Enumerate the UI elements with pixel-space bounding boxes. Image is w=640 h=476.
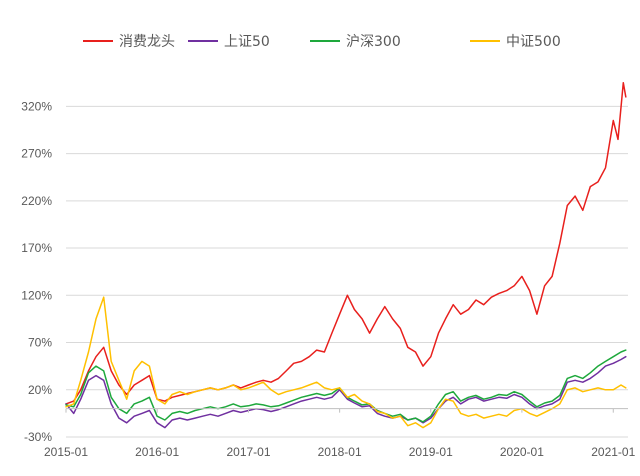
legend-label-3: 中证500 <box>506 34 561 50</box>
y-tick-label: 70% <box>28 336 52 350</box>
x-axis: 2015-01 2016-01 2017-01 2018-01 2019-01 2020-… <box>44 408 636 459</box>
y-tick-label: -30% <box>24 430 52 444</box>
series-line-1 <box>65 355 627 429</box>
y-tick-label: 270% <box>21 147 52 161</box>
series-line-0 <box>65 81 627 405</box>
legend-label-0: 消费龙头 <box>119 34 175 50</box>
chart-legend: 消费龙头 上证50 沪深300 中证500 <box>83 34 561 50</box>
series-line-3 <box>65 296 627 429</box>
y-tick-label: 20% <box>28 383 52 397</box>
legend-label-2: 沪深300 <box>346 34 401 50</box>
x-tick-label: 2016-01 <box>135 445 179 459</box>
legend-label-1: 上证50 <box>224 34 270 50</box>
y-tick-label: 320% <box>21 99 52 113</box>
y-tick-label: 170% <box>21 241 52 255</box>
chart-gridlines <box>66 105 628 438</box>
x-tick-label: 2021-01 <box>591 445 635 459</box>
x-tick-label: 2015-01 <box>44 445 88 459</box>
y-axis: -30% 20% 70% 120% 170% 220% 270% 320% <box>21 99 52 444</box>
y-tick-label: 220% <box>21 194 52 208</box>
chart-series <box>65 81 627 429</box>
x-tick-label: 2020-01 <box>500 445 544 459</box>
x-tick-label: 2018-01 <box>318 445 362 459</box>
y-tick-label: 120% <box>21 288 52 302</box>
x-tick-label: 2019-01 <box>409 445 453 459</box>
x-tick-label: 2017-01 <box>226 445 270 459</box>
